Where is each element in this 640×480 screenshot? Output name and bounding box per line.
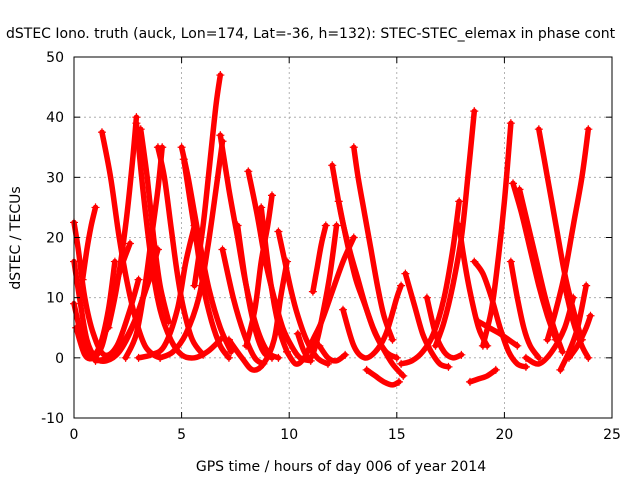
series-line-pass-5 [83, 207, 96, 279]
x-tick-label: 10 [280, 427, 298, 443]
series-line-pass-39 [459, 226, 487, 346]
series-line-pass-34 [367, 370, 399, 385]
dstec-chart: 0 5 10 15 20 25 -10 0 10 20 30 40 50 dSTEC Iono. tru… [0, 0, 640, 480]
x-tick-label: 5 [177, 427, 186, 443]
series-line-pass-33 [319, 346, 345, 361]
data-traces [70, 71, 594, 386]
y-tick-label: 50 [46, 50, 64, 66]
series-line-pass-31 [354, 147, 393, 339]
y-tick-label: 30 [46, 170, 64, 186]
series-line-pass-30 [339, 201, 404, 376]
x-tick-label: 25 [603, 427, 621, 443]
x-tick-label: 0 [70, 427, 79, 443]
x-tick-label: 15 [388, 427, 406, 443]
y-tick-label: -10 [41, 411, 64, 427]
series-line-pass-41 [470, 370, 496, 382]
y-tick-label: 20 [46, 231, 64, 247]
series-line-pass-28 [313, 226, 326, 292]
x-axis-label: GPS time / hours of day 006 of year 2014 [196, 459, 486, 475]
y-axis-label: dSTEC / TECUs [8, 186, 24, 289]
y-tick-label: 0 [55, 351, 64, 367]
y-tick-label: 40 [46, 110, 64, 126]
chart-title: dSTEC Iono. truth (auck, Lon=174, Lat=-3… [6, 26, 616, 42]
x-tick-label: 20 [495, 427, 513, 443]
y-tick-label: 10 [46, 291, 64, 307]
